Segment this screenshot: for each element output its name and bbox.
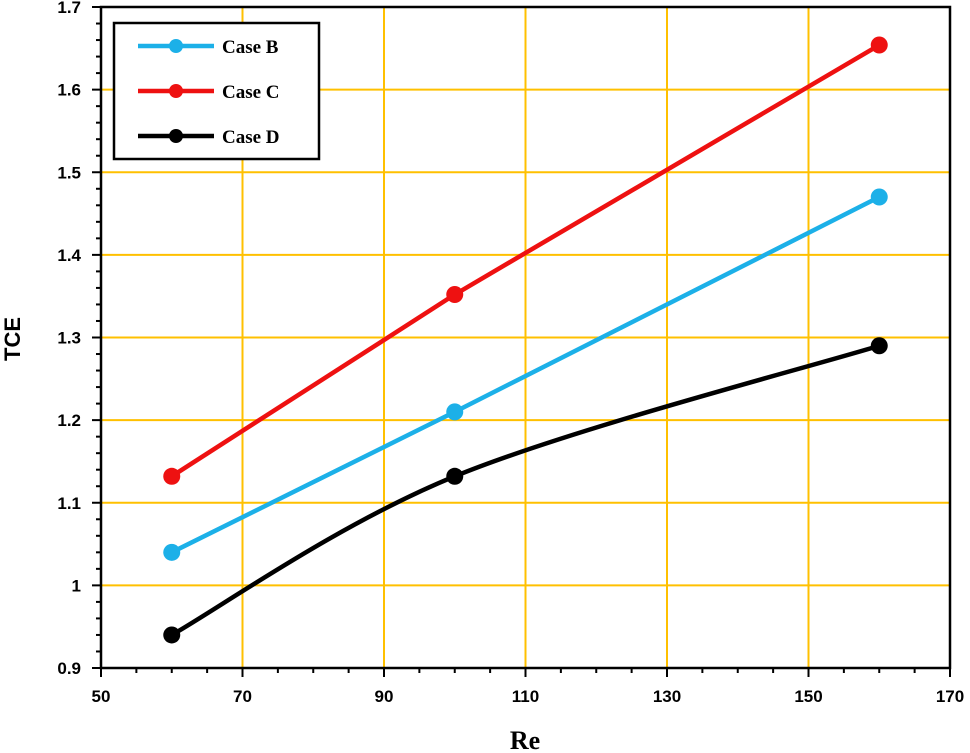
legend-marker-case-d xyxy=(169,129,183,143)
x-axis-title: Re xyxy=(510,726,540,753)
y-tick-label: 1.4 xyxy=(57,246,81,265)
x-tick-label: 90 xyxy=(375,687,394,706)
data-point-case-c xyxy=(163,467,181,485)
legend-marker-case-b xyxy=(169,39,183,53)
legend-label-case-c: Case C xyxy=(222,82,280,103)
data-point-case-c xyxy=(870,36,888,54)
y-tick-label: 1.7 xyxy=(57,0,81,17)
y-tick-label: 1 xyxy=(72,576,81,595)
legend-label-case-d: Case D xyxy=(222,127,280,148)
series-line-case-d xyxy=(170,343,880,637)
data-point-case-d xyxy=(446,467,464,485)
x-tick-label: 110 xyxy=(512,687,539,706)
x-tick-label: 130 xyxy=(653,687,681,706)
data-point-case-d xyxy=(163,626,181,644)
data-point-case-b xyxy=(446,403,464,421)
legend: Case B Case C Case D xyxy=(112,21,321,161)
y-tick-label: 1.3 xyxy=(57,329,81,348)
y-tick-label: 1.5 xyxy=(57,163,81,182)
x-tick-label: 70 xyxy=(233,687,252,706)
x-tick-label: 50 xyxy=(92,687,111,706)
legend-marker-case-c xyxy=(169,84,183,98)
data-point-case-c xyxy=(446,286,464,304)
y-tick-label: 1.1 xyxy=(57,494,81,513)
data-point-case-d xyxy=(870,337,888,355)
axis-ticks: 50 70 90 110 130 150 170 0.9 1 1.1 1.2 1.3 1.4 1.5 1.6… xyxy=(57,0,964,706)
x-tick-label: 170 xyxy=(936,687,964,706)
data-point-case-b xyxy=(870,188,888,206)
y-tick-label: 1.2 xyxy=(57,411,81,430)
y-tick-label: 1.6 xyxy=(57,81,81,100)
y-tick-label: 0.9 xyxy=(57,659,81,678)
series xyxy=(163,36,888,644)
data-point-case-b xyxy=(163,543,181,561)
x-tick-label: 150 xyxy=(794,687,822,706)
y-axis-title: TCE xyxy=(0,317,25,361)
legend-label-case-b: Case B xyxy=(222,37,279,58)
